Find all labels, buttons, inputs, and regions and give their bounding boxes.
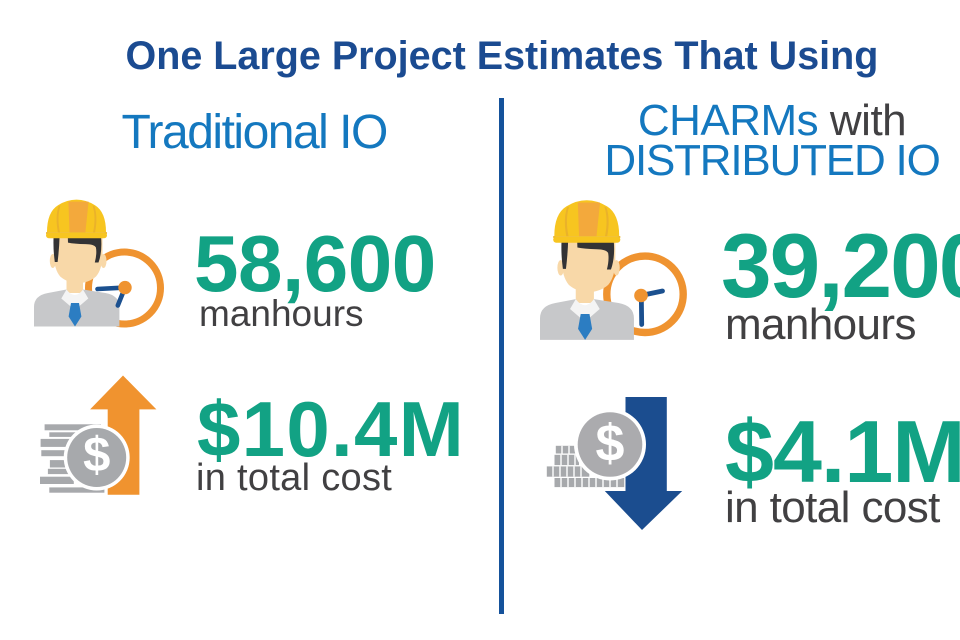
svg-text:$: $	[83, 429, 110, 483]
svg-text:$: $	[596, 415, 625, 473]
